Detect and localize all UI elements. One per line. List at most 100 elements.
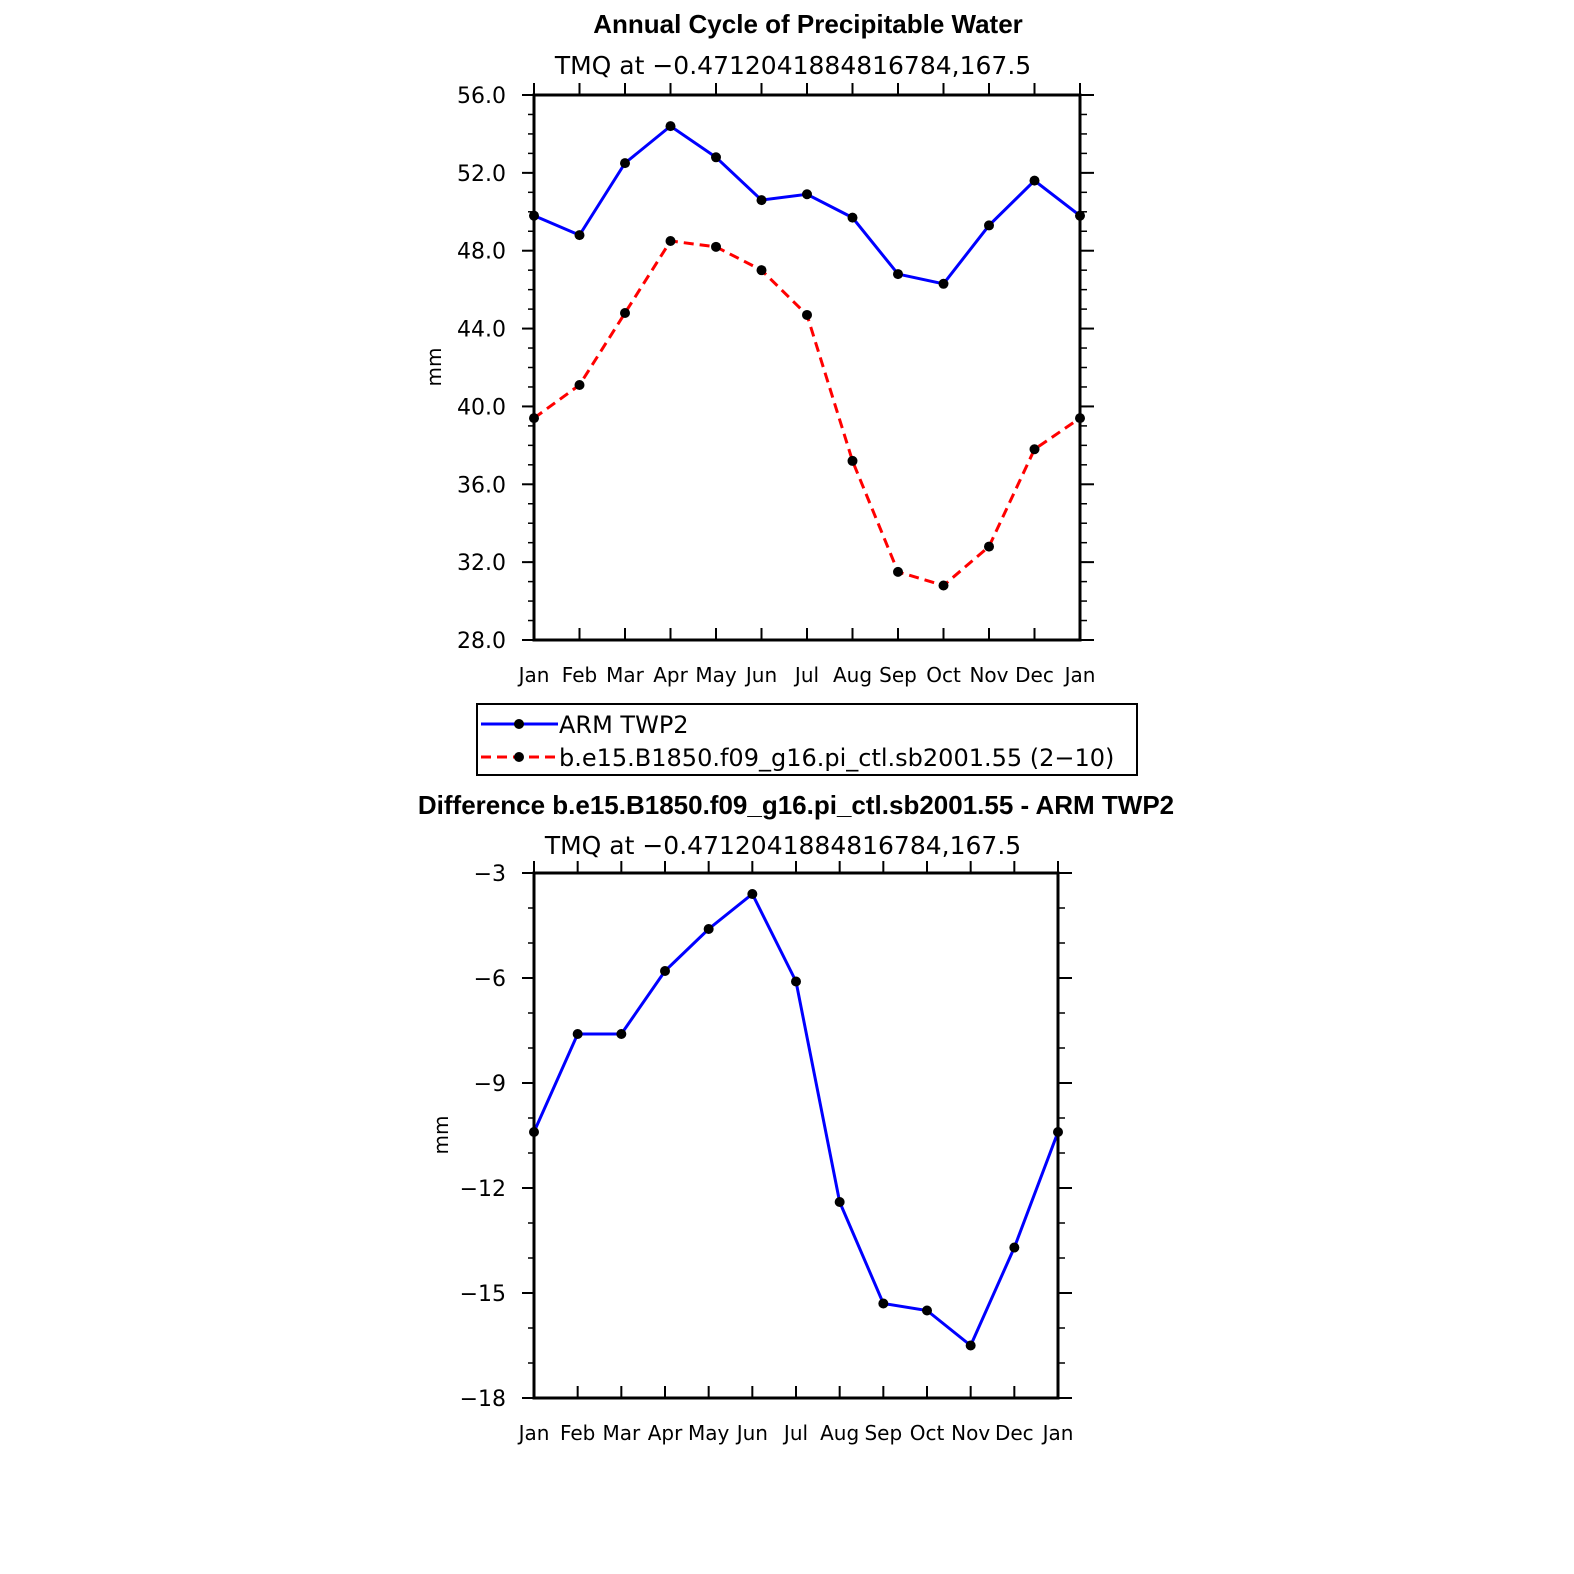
x-tick-label: May — [695, 663, 737, 687]
series-line-1 — [533, 124, 1081, 286]
series-2-point — [665, 235, 676, 246]
series-2-point — [711, 241, 721, 252]
difference-chart: Difference b.e15.B1850.f09_g16.pi_ctl.sb… — [418, 790, 1174, 1445]
x-tick-label: Jan — [517, 663, 550, 687]
x-tick-label: Jul — [793, 663, 819, 687]
series-1-point — [878, 1298, 889, 1309]
series-2-point — [893, 566, 903, 577]
x-tick-label: Jan — [1041, 1421, 1074, 1445]
x-tick-label: Jan — [1063, 663, 1096, 687]
series-1-point — [665, 121, 676, 132]
y-tick-label: 28.0 — [457, 629, 506, 654]
chart2-ylabel: mm — [429, 1116, 453, 1155]
chart2-subtitle: TMQ at −0.4712041884816784,167.5 — [544, 831, 1021, 860]
chart2-x-tick-labels: Jan Feb Mar Apr May Jun Jul Aug Sep Oct Nov Dec Jan — [517, 1421, 1074, 1445]
series-2-point — [756, 265, 767, 276]
chart1-x-tick-labels: Jan Feb Mar Apr May Jun Jul Aug Sep Oct Nov Dec Jan — [517, 663, 1096, 687]
series-1-point — [791, 976, 801, 987]
x-tick-label: Oct — [910, 1421, 945, 1445]
x-tick-label: Apr — [648, 1421, 683, 1445]
y-tick-label: −3 — [474, 862, 506, 887]
series-2-point — [802, 309, 812, 320]
series-line-2 — [533, 239, 1081, 588]
chart1-series — [529, 121, 1085, 591]
x-tick-label: Apr — [653, 663, 688, 687]
x-tick-label: Nov — [951, 1421, 990, 1445]
series-2-point — [938, 580, 949, 591]
y-tick-label: 32.0 — [457, 551, 506, 576]
series-line-1 — [532, 891, 1060, 1348]
series-1-point — [703, 924, 714, 934]
series-1-point — [620, 158, 630, 169]
x-tick-label: Jul — [782, 1421, 808, 1445]
y-tick-label: −12 — [460, 1177, 506, 1202]
x-tick-label: Dec — [1015, 663, 1054, 687]
x-tick-label: Oct — [926, 663, 961, 687]
chart1-y-tick-labels: 28.0 32.0 36.0 40.0 44.0 48.0 52.0 56.0 — [457, 84, 506, 654]
x-tick-label: Aug — [833, 663, 872, 687]
x-tick-label: Aug — [820, 1421, 859, 1445]
annual-cycle-chart: Annual Cycle of Precipitable Water TMQ a… — [422, 9, 1095, 687]
series-2-point — [1029, 444, 1040, 455]
y-tick-label: 44.0 — [457, 318, 506, 343]
x-tick-label: Sep — [864, 1421, 902, 1445]
chart1-ylabel: mm — [422, 348, 446, 387]
x-tick-label: Jan — [517, 1421, 550, 1445]
legend: ARM TWP2 b.e15.B1850.f09_g16.pi_ctl.sb20… — [476, 703, 1138, 776]
x-tick-label: Nov — [969, 663, 1008, 687]
legend-box — [476, 703, 1138, 776]
series-1-point — [660, 966, 670, 976]
legend-arm-label: ARM TWP2 — [559, 711, 689, 739]
series-1-point — [1029, 175, 1040, 186]
x-tick-label: Dec — [995, 1421, 1034, 1445]
x-tick-label: Sep — [879, 663, 917, 687]
y-tick-label: 56.0 — [457, 84, 506, 109]
chart2-ticks — [522, 861, 1072, 1399]
x-tick-label: Jun — [735, 1421, 768, 1445]
series-1-point — [834, 1197, 845, 1207]
chart1-subtitle: TMQ at −0.4712041884816784,167.5 — [554, 51, 1031, 80]
legend-item-model: b.e15.B1850.f09_g16.pi_ctl.sb2001.55 (2−… — [481, 744, 1114, 772]
series-2-point — [847, 455, 858, 466]
x-tick-label: Jun — [744, 663, 777, 687]
legend-item-arm: ARM TWP2 — [481, 711, 689, 739]
chart2-series — [529, 889, 1063, 1351]
series-1-point — [965, 1340, 976, 1351]
y-tick-label: −9 — [474, 1072, 506, 1097]
chart2-title: Difference b.e15.B1850.f09_g16.pi_ctl.sb… — [418, 790, 1174, 820]
y-tick-label: 36.0 — [457, 473, 506, 498]
legend-arm-marker — [514, 719, 524, 729]
series-1-point — [984, 220, 994, 231]
chart2-y-tick-labels: −18 −15 −12 −9 −6 −3 — [460, 862, 506, 1412]
series-1-point — [756, 195, 767, 206]
x-tick-label: Feb — [562, 663, 597, 687]
series-1-point — [616, 1029, 627, 1039]
series-1-point — [922, 1305, 932, 1316]
chart1-plot-frame — [532, 93, 1082, 642]
series-1-point — [847, 212, 858, 223]
series-2-point — [574, 380, 585, 391]
chart1-ticks — [522, 83, 1094, 641]
x-tick-label: Feb — [560, 1421, 595, 1445]
y-tick-label: 52.0 — [457, 162, 506, 187]
series-2-point — [620, 308, 630, 318]
y-tick-label: 40.0 — [457, 395, 506, 420]
legend-model-marker — [514, 752, 524, 762]
y-tick-label: −18 — [460, 1387, 506, 1412]
series-1-point — [572, 1029, 583, 1039]
series-1-point — [574, 230, 585, 241]
series-1-point — [938, 278, 949, 289]
chart2-plot-frame — [532, 871, 1060, 1400]
series-2-point — [984, 541, 994, 552]
chart1-title: Annual Cycle of Precipitable Water — [593, 9, 1023, 39]
x-tick-label: May — [688, 1421, 730, 1445]
series-1-point — [893, 269, 903, 280]
series-1-point — [711, 152, 721, 163]
y-tick-label: −15 — [460, 1282, 506, 1307]
y-tick-label: 48.0 — [457, 240, 506, 265]
series-1-point — [1009, 1242, 1020, 1253]
x-tick-label: Mar — [606, 663, 645, 687]
series-1-point — [747, 889, 758, 899]
series-1-point — [802, 189, 812, 200]
